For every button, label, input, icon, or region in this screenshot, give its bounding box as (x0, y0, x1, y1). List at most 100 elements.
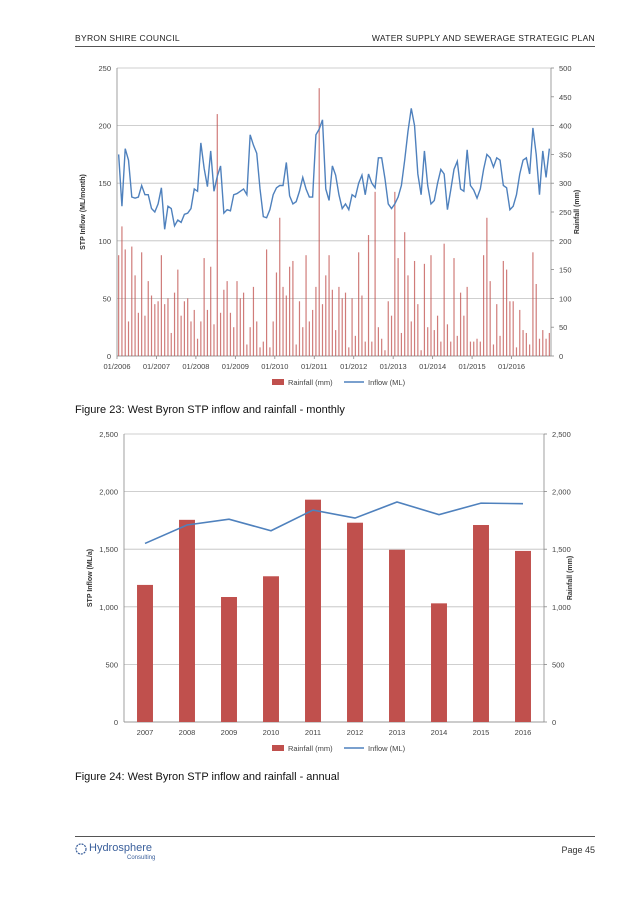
rainfall-bar (170, 332, 172, 356)
rainfall-bar (196, 338, 199, 356)
figure-24-caption: Figure 24: West Byron STP inflow and rai… (75, 771, 340, 783)
rainfall-bar (325, 275, 327, 356)
rainfall-bar (499, 335, 501, 356)
rainfall-bar (532, 252, 534, 356)
rainfall-bar (351, 298, 353, 356)
y-tick-label: 200 (98, 122, 111, 131)
rainfall-bar (381, 338, 383, 356)
rainfall-bar (548, 332, 550, 356)
rainfall-bar (492, 344, 495, 356)
rainfall-bar (466, 286, 468, 356)
rainfall-bar (121, 226, 123, 356)
rainfall-bar (525, 332, 527, 356)
rainfall-bar (312, 309, 314, 356)
y2-tick-label: 0 (552, 718, 556, 727)
rainfall-bar (502, 260, 504, 356)
rainfall-bar (529, 344, 531, 356)
rainfall-bar (137, 584, 153, 722)
y-axis-title: STP Inflow (ML/month) (80, 174, 87, 250)
rainfall-bar (545, 338, 547, 356)
rainfall-bar (348, 347, 350, 356)
rainfall-bar (302, 327, 304, 356)
rainfall-bar (292, 260, 294, 356)
rainfall-bar (263, 576, 279, 722)
header-document-title: WATER SUPPLY AND SEWERAGE STRATEGIC PLAN (371, 33, 595, 43)
y-tick-label: 1,500 (99, 545, 118, 554)
rainfall-bar (506, 269, 508, 356)
rainfall-bar (404, 232, 406, 356)
x-tick-label: 01/2012 (340, 362, 367, 371)
rainfall-bar (335, 330, 337, 356)
rainfall-bar (216, 114, 218, 356)
x-tick-label: 01/2015 (459, 362, 486, 371)
rainfall-bar (239, 298, 241, 356)
rainfall-bar (262, 341, 264, 356)
rainfall-bar (374, 191, 376, 356)
rainfall-bar (364, 341, 366, 356)
rainfall-bar (315, 286, 317, 356)
rainfall-bar (259, 347, 261, 356)
footer-divider (75, 836, 595, 837)
y-tick-label: 100 (98, 237, 111, 246)
figure-23-caption: Figure 23: West Byron STP inflow and rai… (75, 404, 345, 416)
page-header: BYRON SHIRE COUNCIL WATER SUPPLY AND SEW… (75, 33, 595, 47)
rainfall-bar (285, 295, 287, 356)
rainfall-bar (410, 321, 412, 356)
page-number: Page 45 (561, 845, 595, 855)
rainfall-bar (341, 298, 343, 356)
legend-inflow-label: Inflow (ML) (368, 744, 406, 753)
x-tick-label: 01/2007 (143, 362, 170, 371)
y-tick-label: 150 (98, 179, 111, 188)
rainfall-bar (436, 315, 439, 356)
rainfall-bar (157, 301, 159, 356)
rainfall-bar (469, 341, 472, 356)
rainfall-bar (223, 289, 225, 356)
rainfall-bar (482, 255, 485, 356)
rainfall-bar (308, 321, 310, 356)
rainfall-bar (463, 315, 465, 356)
hydrosphere-logo: Hydrosphere Consulting (75, 842, 195, 866)
rainfall-bar (397, 258, 399, 356)
y2-tick-label: 2,500 (552, 430, 571, 439)
rainfall-bar (361, 295, 363, 356)
rainfall-bar (459, 292, 462, 356)
rainfall-bar (542, 330, 544, 356)
rainfall-bar (377, 327, 379, 356)
rainfall-bar (269, 347, 271, 356)
rainfall-bar (384, 350, 386, 356)
rainfall-bar (367, 235, 370, 356)
rainfall-bar (289, 266, 291, 356)
rainfall-bar (331, 289, 333, 356)
inflow-line (117, 108, 551, 230)
y2-tick-label: 500 (552, 660, 565, 669)
x-tick-label: 2008 (179, 728, 196, 737)
rainfall-bar (249, 327, 251, 356)
annual-inflow-rainfall-chart: 0 500 1,000 1,500 2,000 2,500 0 500 1,000 1,500 2,… (87, 430, 574, 753)
rainfall-bar (154, 304, 156, 356)
x-tick-label: 01/2006 (103, 362, 130, 371)
x-tick-label: 2016 (515, 728, 532, 737)
rainfall-bar (347, 522, 363, 722)
rainfall-bar (173, 292, 176, 356)
x-tick-label: 01/2009 (222, 362, 249, 371)
rainfall-bar (538, 338, 541, 356)
rainfall-bar (131, 246, 133, 356)
y-tick-label: 50 (103, 294, 111, 303)
rainfall-bar (206, 309, 209, 356)
monthly-inflow-rainfall-chart: 0 50 100 150 200 250 0 50 100 150 200 250 300 350 400 4… (80, 64, 581, 387)
rainfall-bar (124, 249, 126, 356)
rainfall-bar (400, 332, 403, 356)
rainfall-bar (446, 324, 449, 356)
rainfall-bar (427, 327, 429, 356)
rainfall-bar (394, 191, 396, 356)
rainfall-bar (298, 301, 301, 356)
x-tick-label: 2012 (347, 728, 364, 737)
rainfall-bar (431, 603, 447, 722)
x-tick-label: 01/2016 (498, 362, 525, 371)
x-tick-label: 2010 (263, 728, 280, 737)
rainfall-bar (413, 260, 416, 356)
x-tick-label: 2011 (305, 728, 321, 737)
legend-rainfall-label: Rainfall (mm) (288, 744, 333, 753)
rainfall-bar (354, 335, 356, 356)
rainfall-bar (423, 263, 426, 356)
